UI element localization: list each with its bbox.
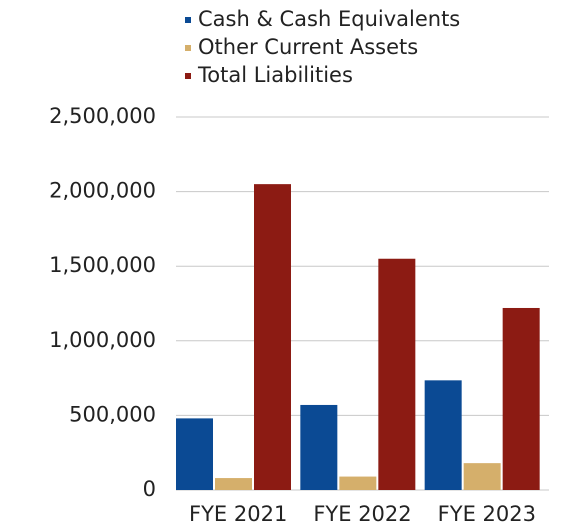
y-tick-label: 0 bbox=[143, 477, 156, 501]
bar bbox=[424, 380, 462, 490]
y-tick-label: 2,000,000 bbox=[49, 179, 156, 203]
legend-swatch bbox=[185, 73, 191, 79]
x-tick-label: FYE 2022 bbox=[313, 502, 411, 526]
legend-swatch bbox=[185, 17, 191, 23]
y-tick-label: 1,500,000 bbox=[49, 253, 156, 277]
bar bbox=[339, 476, 377, 490]
bar bbox=[300, 404, 338, 490]
legend-label: Total Liabilities bbox=[197, 63, 353, 87]
legend-label: Other Current Assets bbox=[198, 35, 418, 59]
bar bbox=[378, 258, 416, 490]
y-tick-label: 1,000,000 bbox=[49, 328, 156, 352]
legend-swatch bbox=[185, 45, 191, 51]
legend-label: Cash & Cash Equivalents bbox=[198, 7, 460, 31]
bar bbox=[254, 184, 291, 490]
bar bbox=[176, 418, 213, 490]
bar bbox=[215, 478, 252, 490]
bar bbox=[502, 307, 540, 490]
y-tick-label: 2,500,000 bbox=[49, 104, 156, 128]
y-tick-label: 500,000 bbox=[69, 402, 156, 426]
x-tick-label: FYE 2023 bbox=[438, 502, 536, 526]
x-tick-label: FYE 2021 bbox=[189, 502, 287, 526]
bar bbox=[463, 463, 501, 490]
